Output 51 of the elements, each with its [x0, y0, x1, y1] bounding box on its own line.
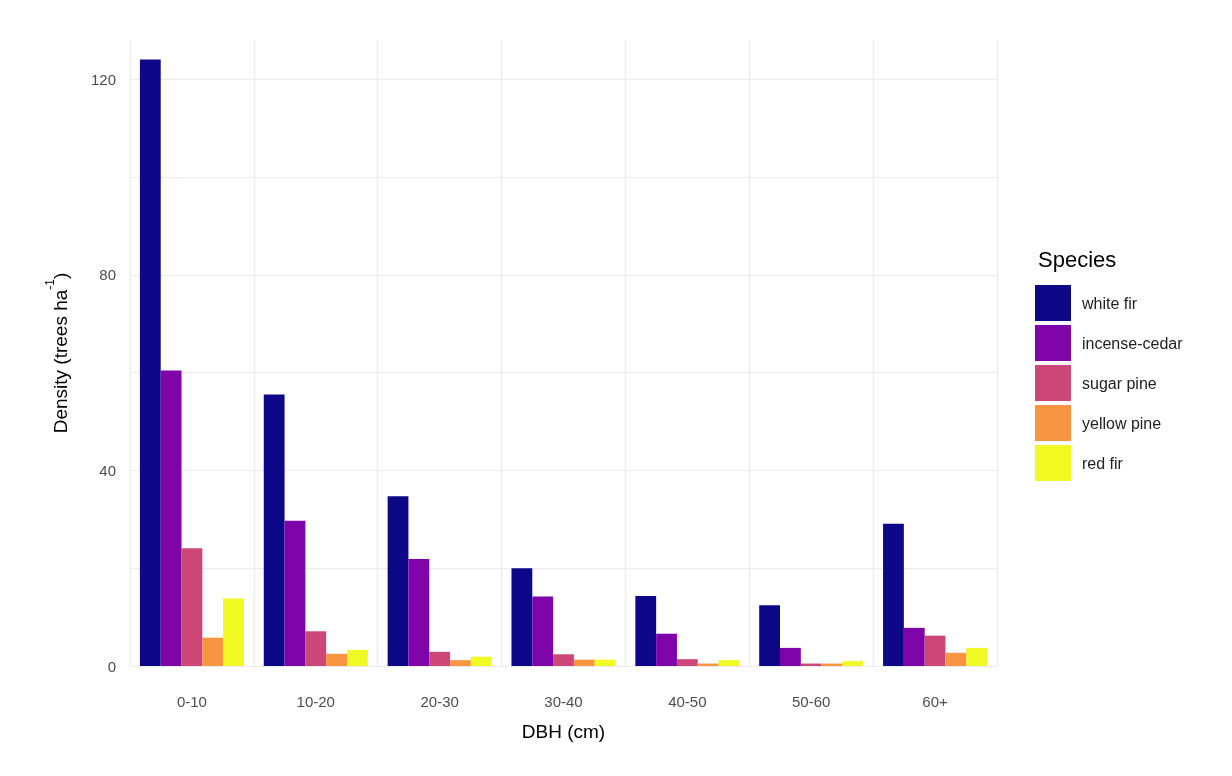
x-tick-label: 20-30 — [420, 693, 459, 710]
x-tick-label: 60+ — [922, 693, 949, 710]
bar — [429, 651, 451, 666]
legend-label: red fir — [1082, 454, 1124, 472]
bar — [223, 598, 244, 666]
bar — [635, 596, 657, 666]
bar — [470, 656, 492, 666]
x-tick-label: 10-20 — [296, 693, 335, 710]
bar — [347, 649, 368, 666]
bar — [181, 548, 203, 666]
bar — [656, 633, 677, 666]
x-tick-label: 40-50 — [668, 693, 707, 710]
bar — [160, 370, 182, 666]
legend-title: Species — [1038, 246, 1117, 272]
bar — [903, 627, 925, 666]
bar — [139, 59, 161, 666]
bar — [966, 647, 988, 666]
bar — [450, 660, 471, 666]
y-tick-label: 40 — [99, 461, 116, 479]
legend-label: white fir — [1081, 294, 1138, 312]
bar — [759, 605, 780, 666]
bar — [780, 647, 801, 666]
bar — [573, 659, 595, 666]
bar — [408, 558, 430, 666]
bar — [676, 659, 698, 666]
x-tick-label: 30-40 — [544, 693, 583, 710]
x-tick-label: 0-10 — [176, 693, 207, 710]
legend-label: sugar pine — [1082, 374, 1157, 392]
bar — [511, 568, 533, 666]
legend-label: yellow pine — [1082, 414, 1162, 432]
bar — [842, 661, 864, 666]
bar — [594, 659, 616, 666]
y-tick-label: 0 — [107, 657, 116, 675]
bar — [532, 596, 554, 666]
bar — [718, 660, 740, 666]
legend-label: incense-cedar — [1082, 334, 1184, 352]
bar — [326, 653, 347, 666]
bar — [387, 496, 409, 666]
bar — [202, 637, 224, 666]
bar — [924, 635, 946, 666]
bar — [553, 654, 574, 666]
x-tick-label: 50-60 — [792, 693, 831, 710]
y-axis-title: Density (trees ha-1) — [43, 272, 71, 434]
bar — [945, 652, 967, 666]
bar — [284, 520, 306, 666]
y-tick-label: 80 — [99, 266, 116, 284]
y-tick-label: 120 — [90, 70, 116, 88]
bar — [883, 523, 904, 666]
x-axis-title: DBH (cm) — [521, 721, 606, 742]
bar — [263, 394, 285, 666]
bar — [305, 631, 327, 666]
